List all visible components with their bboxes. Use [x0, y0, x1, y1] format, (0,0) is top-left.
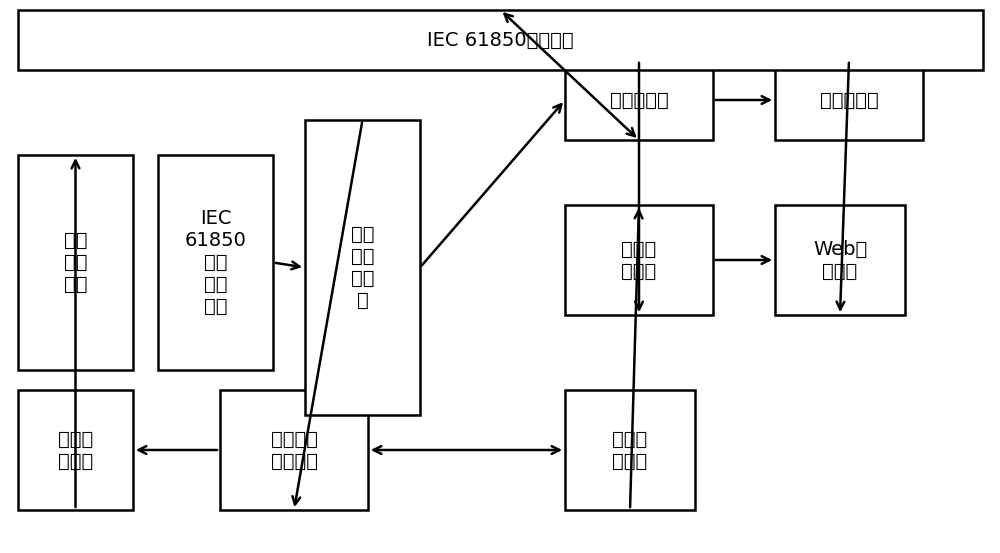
Text: 性能测
试模块: 性能测 试模块	[58, 430, 93, 471]
Bar	[775, 205, 905, 315]
Bar	[18, 390, 133, 510]
Bar	[220, 390, 368, 510]
Bar	[158, 155, 273, 370]
Text: 界面编
辑模块: 界面编 辑模块	[612, 430, 648, 471]
Text: 性能
检测
模块: 性能 检测 模块	[64, 231, 87, 294]
Text: 数据
库配
置模
块: 数据 库配 置模 块	[351, 225, 374, 310]
Bar	[565, 390, 695, 510]
Text: 界面显
示模块: 界面显 示模块	[621, 239, 657, 280]
Text: IEC
61850
系统
配置
模块: IEC 61850 系统 配置 模块	[185, 209, 246, 316]
Bar	[18, 155, 133, 370]
Text: Web发
布模块: Web发 布模块	[813, 239, 867, 280]
Bar	[18, 10, 983, 70]
Bar	[775, 60, 923, 140]
Bar	[305, 120, 420, 415]
Bar	[565, 205, 713, 315]
Text: 实时数据库: 实时数据库	[610, 91, 668, 109]
Text: 测试程序
生成模块: 测试程序 生成模块	[270, 430, 318, 471]
Text: 历史数据库: 历史数据库	[820, 91, 878, 109]
Text: IEC 61850通信接口: IEC 61850通信接口	[427, 30, 574, 50]
Bar	[565, 60, 713, 140]
